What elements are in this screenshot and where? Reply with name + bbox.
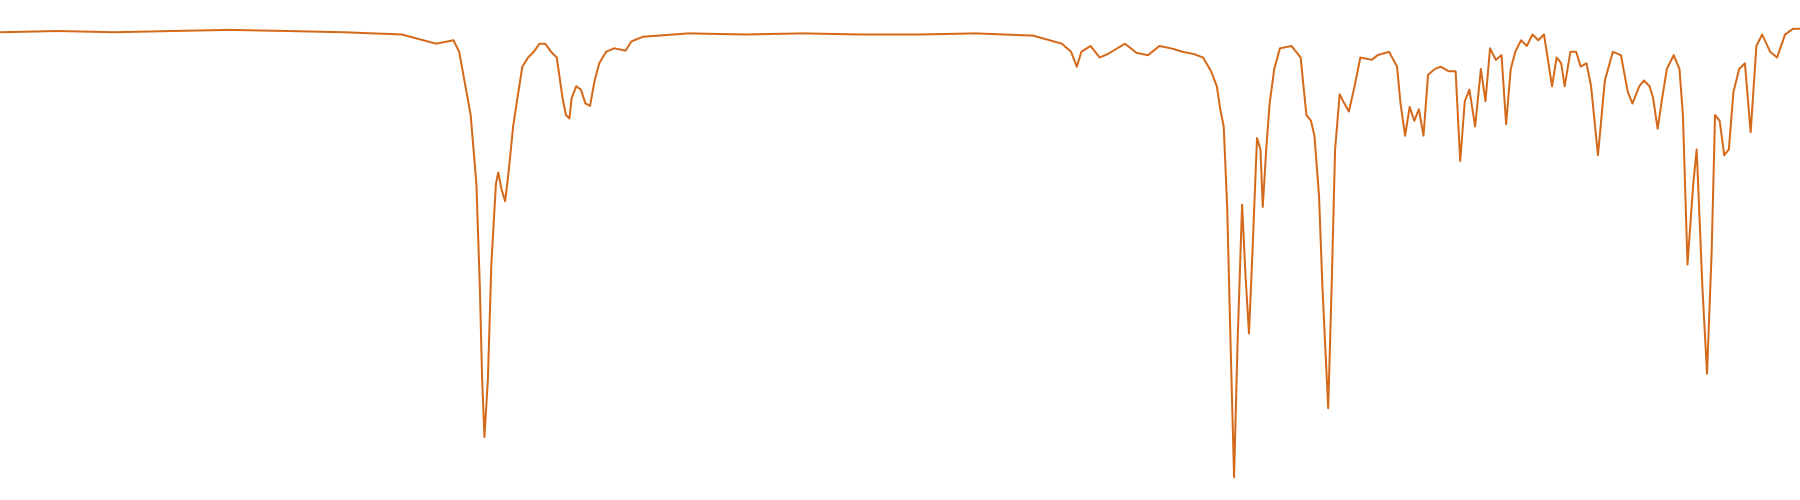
spectrum-line — [0, 27, 1800, 479]
